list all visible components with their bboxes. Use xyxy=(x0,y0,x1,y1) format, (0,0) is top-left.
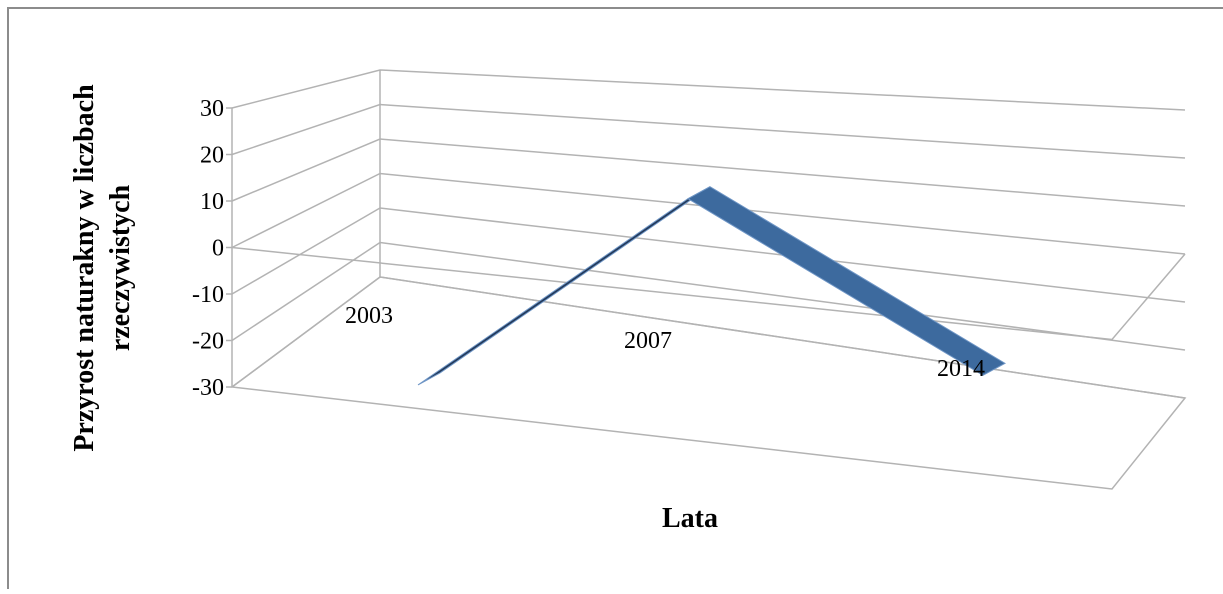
y-axis-title: Przyrost naturakny w liczbach rzeczywist… xyxy=(69,84,136,452)
y-tick-label: -30 xyxy=(192,375,224,401)
chart-border xyxy=(8,8,1223,589)
x-axis-title: Lata xyxy=(662,503,718,534)
series-ribbon xyxy=(418,187,1005,385)
gridline xyxy=(232,105,1185,159)
plot-walls xyxy=(232,70,1185,489)
gridline xyxy=(232,208,1185,302)
x-category-label: 2003 xyxy=(345,303,393,329)
y-tick-label: 10 xyxy=(200,189,224,215)
gridline xyxy=(232,277,1185,398)
y-axis-ticks: 30 20 10 0 -10 -20 -30 xyxy=(192,96,224,401)
y-tick-label: -10 xyxy=(192,282,224,308)
gridline xyxy=(232,70,1185,110)
y-axis-title-line-2: rzeczywistych xyxy=(105,184,136,351)
y-axis-title-line-1: Przyrost naturakny w liczbach xyxy=(69,84,100,452)
y-tick-label: 0 xyxy=(212,236,224,262)
y-tick-label: 30 xyxy=(200,96,224,122)
series-segment xyxy=(418,187,710,385)
y-tick-label: -20 xyxy=(192,329,224,355)
gridline xyxy=(232,243,1185,351)
gridline xyxy=(232,174,1185,255)
y-tick-label: 20 xyxy=(200,143,224,169)
chart-border-line xyxy=(8,8,1223,589)
x-category-label: 2014 xyxy=(937,356,985,382)
gridlines xyxy=(226,70,1185,398)
x-category-label: 2007 xyxy=(624,328,672,354)
